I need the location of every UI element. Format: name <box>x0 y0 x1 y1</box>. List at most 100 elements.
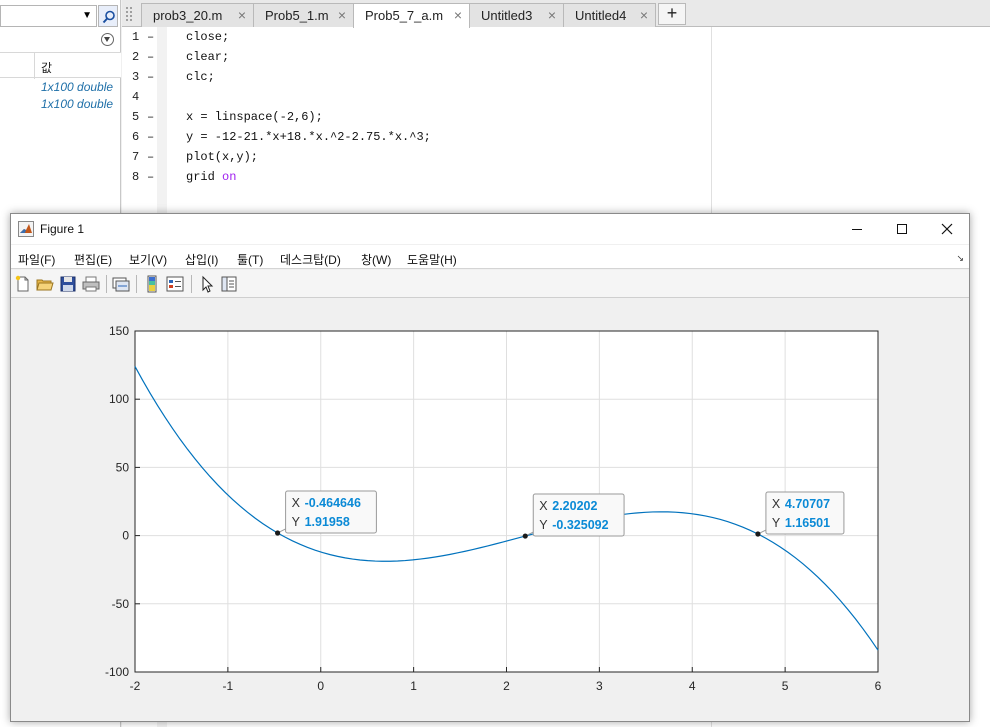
menu-view[interactable]: 보기(V) <box>129 253 168 267</box>
open-file-icon[interactable] <box>35 274 55 294</box>
code-line[interactable]: 1 – close; <box>122 27 722 47</box>
datatip-x-value: 2.20202 <box>552 499 597 513</box>
datatip-box <box>285 490 377 534</box>
search-button[interactable] <box>98 5 118 27</box>
tab-prob5-1[interactable]: Prob5_1.m × <box>253 3 354 27</box>
figure-title-bar[interactable]: Figure 1 <box>11 214 969 244</box>
datatip-x-value: -0.464646 <box>305 496 361 510</box>
line-number: 4 <box>132 90 140 104</box>
tab-prob5-7-a[interactable]: Prob5_7_a.m × <box>353 3 470 28</box>
code-line[interactable]: 4 <box>122 87 722 107</box>
menu-tools[interactable]: 툴(T) <box>237 253 264 267</box>
datatip-box <box>765 491 845 535</box>
close-button[interactable] <box>924 214 970 244</box>
property-inspector-icon[interactable] <box>219 274 239 294</box>
x-tick-label: 2 <box>503 679 510 693</box>
dock-arrow-icon[interactable]: ↘ <box>956 253 964 263</box>
code-line[interactable]: 5 – x = linspace(-2,6); <box>122 107 722 127</box>
datatip-box <box>532 493 625 537</box>
breakpoint-marker[interactable]: – <box>147 50 155 64</box>
menu-insert[interactable]: 삽입(I) <box>185 253 219 267</box>
code-text[interactable]: plot(x,y); <box>186 150 259 164</box>
series-line[interactable] <box>134 366 879 651</box>
maximize-icon <box>897 224 907 234</box>
matlab-logo-icon <box>18 221 34 237</box>
value-column-header[interactable]: 값 <box>41 61 53 75</box>
close-icon[interactable]: × <box>337 7 346 23</box>
datatip-y-label: Y <box>539 518 548 532</box>
x-tick-label: 0 <box>317 679 324 693</box>
dropdown-arrow-icon[interactable]: ▼ <box>82 10 92 21</box>
tab-untitled3[interactable]: Untitled3 × <box>469 3 564 27</box>
edit-plot-pointer-icon[interactable] <box>197 274 217 294</box>
drag-grip-icon[interactable] <box>125 6 133 22</box>
code-line[interactable]: 3 – clc; <box>122 67 722 87</box>
datatip[interactable]: X 4.70707 Y 1.16501 <box>755 491 845 537</box>
workspace-row-value[interactable]: 1x100 double <box>41 80 114 94</box>
column-divider[interactable] <box>34 53 35 79</box>
datatip-y-value: 1.91958 <box>305 515 350 529</box>
save-icon[interactable] <box>58 274 78 294</box>
figure-window[interactable]: Figure 1 파일(F) 편집(E) 보기(V) 삽입(I) 툴(T) 데스… <box>10 213 970 722</box>
workspace-row-value[interactable]: 1x100 double <box>41 97 114 111</box>
tab-untitled4[interactable]: Untitled4 × <box>563 3 656 27</box>
menu-file[interactable]: 파일(F) <box>18 253 56 267</box>
code-line[interactable]: 2 – clear; <box>122 47 722 67</box>
code-text[interactable]: grid on <box>186 167 236 187</box>
breakpoint-marker[interactable]: – <box>147 110 155 124</box>
datatip[interactable]: X -0.464646 Y 1.91958 <box>274 490 377 536</box>
close-icon[interactable]: × <box>639 7 648 23</box>
code-line[interactable]: 7 – plot(x,y); <box>122 147 722 167</box>
print-icon[interactable] <box>81 274 101 294</box>
close-icon <box>941 223 953 235</box>
code-line[interactable]: 6 – y = -12-21.*x+18.*x.^2-2.75.*x.^3; <box>122 127 722 147</box>
axis-ticks: -2 -1 0 1 2 3 4 5 6 150 100 50 0 -50 -100 <box>105 324 882 693</box>
breakpoint-marker[interactable]: – <box>147 150 155 164</box>
code-text[interactable]: clear; <box>186 50 230 64</box>
datatip-x-value: 4.70707 <box>785 497 830 511</box>
breakpoint-marker[interactable]: – <box>147 170 155 184</box>
menu-desktop[interactable]: 데스크탑(D) <box>280 253 341 267</box>
search-icon <box>102 10 115 24</box>
new-figure-icon[interactable] <box>13 274 33 294</box>
datatips[interactable]: X -0.464646 Y 1.91958 X 2.20202 Y -0.325092 X 4.7… <box>274 490 845 539</box>
close-icon[interactable]: × <box>453 7 462 23</box>
datatip[interactable]: X 2.20202 Y -0.325092 <box>522 493 625 539</box>
maximize-button[interactable] <box>879 214 925 244</box>
code-text-plain: grid <box>186 170 223 184</box>
toolbar-separator <box>106 275 107 293</box>
y-tick-label: 0 <box>122 529 129 543</box>
plot-area[interactable]: -2 -1 0 1 2 3 4 5 6 150 100 50 0 -50 -100 X -0.464646 Y 1… <box>11 299 969 721</box>
code-text[interactable]: x = linspace(-2,6); <box>186 110 323 124</box>
line-number: 8 <box>132 170 140 184</box>
menu-window[interactable]: 창(W) <box>361 253 392 267</box>
tab-prob3-20[interactable]: prob3_20.m × <box>141 3 254 27</box>
colorbar-icon[interactable] <box>142 274 162 294</box>
line-number: 3 <box>132 70 140 84</box>
close-icon[interactable]: × <box>547 7 556 23</box>
workspace-select[interactable]: ▼ <box>0 5 97 27</box>
breakpoint-marker[interactable]: – <box>147 130 155 144</box>
breakpoint-marker[interactable]: – <box>147 70 155 84</box>
datatip-y-value: 1.16501 <box>785 516 830 530</box>
x-tick-label: -2 <box>130 679 141 693</box>
code-text[interactable]: clc; <box>186 70 215 84</box>
close-icon[interactable]: × <box>237 7 246 23</box>
legend-icon[interactable] <box>165 274 185 294</box>
link-plot-icon[interactable] <box>111 274 131 294</box>
breakpoint-marker[interactable]: – <box>147 30 155 44</box>
minimize-button[interactable] <box>834 214 880 244</box>
minimize-icon <box>852 229 862 230</box>
menu-help[interactable]: 도움말(H) <box>407 253 457 267</box>
datatip-y-label: Y <box>292 515 301 529</box>
add-tab-button[interactable]: + <box>658 3 686 25</box>
datatip-marker <box>274 530 281 536</box>
workspace-actions-icon[interactable] <box>101 33 114 46</box>
code-text[interactable]: y = -12-21.*x+18.*x.^2-2.75.*x.^3; <box>186 130 431 144</box>
menu-edit[interactable]: 편집(E) <box>74 253 113 267</box>
line-number: 7 <box>132 150 140 164</box>
code-line[interactable]: 8 – grid on <box>122 167 722 187</box>
x-tick-label: 5 <box>782 679 789 693</box>
code-text[interactable]: close; <box>186 30 230 44</box>
